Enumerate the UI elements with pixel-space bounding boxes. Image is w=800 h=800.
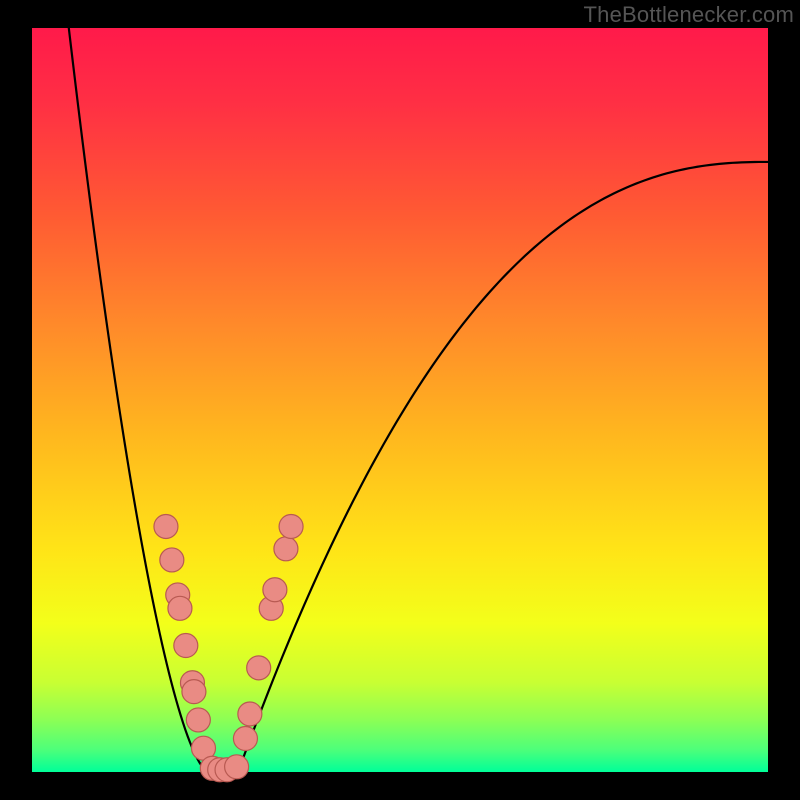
- watermark-text: TheBottlenecker.com: [584, 2, 794, 28]
- data-marker: [182, 680, 206, 704]
- data-marker: [186, 708, 210, 732]
- plot-area: [32, 28, 768, 772]
- data-marker: [247, 656, 271, 680]
- data-marker: [168, 596, 192, 620]
- data-marker: [238, 702, 262, 726]
- data-marker: [160, 548, 184, 572]
- data-marker: [225, 755, 249, 779]
- stage: TheBottlenecker.com: [0, 0, 800, 800]
- data-marker: [174, 634, 198, 658]
- data-marker: [263, 578, 287, 602]
- chart-svg: [0, 0, 800, 800]
- data-marker: [154, 514, 178, 538]
- data-marker: [233, 727, 257, 751]
- data-marker: [279, 514, 303, 538]
- data-marker: [274, 537, 298, 561]
